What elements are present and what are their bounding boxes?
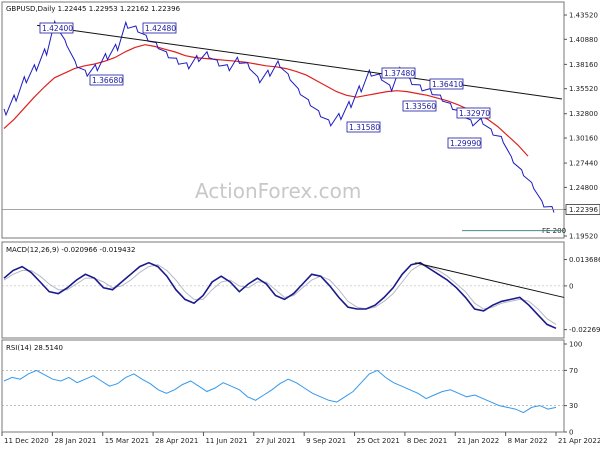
- macd-tick-label: 0: [569, 282, 573, 290]
- price-level-label: 1.36410: [432, 80, 463, 89]
- x-tick-label: 21 Apr 2022: [558, 437, 600, 445]
- x-tick-label: 11 Dec 2020: [4, 437, 49, 445]
- macd-header: MACD(12,26,9) -0.020966 -0.019432: [6, 246, 135, 254]
- price-tick-label: 1.22396: [569, 206, 598, 214]
- x-tick-label: 8 Dec 2021: [407, 437, 447, 445]
- price-tick-label: 1.38160: [569, 61, 598, 69]
- macd-tick-label: -0.022698: [569, 326, 600, 334]
- price-level-label-box: [447, 137, 482, 149]
- x-tick-label: 27 Jul 2021: [256, 437, 296, 445]
- rsi-header: RSI(14) 28.5140: [6, 344, 63, 352]
- x-tick-label: 9 Sep 2021: [306, 437, 346, 445]
- price-level-label-box: [89, 74, 124, 86]
- price-level-label: 1.33560: [405, 102, 436, 111]
- price-tick-label: 1.27440: [569, 160, 598, 168]
- price-tick-label: 1.35520: [569, 85, 598, 93]
- price-tick-label: 1.30160: [569, 135, 598, 143]
- macd-panel: [1, 241, 565, 339]
- resistance-trendline: [37, 24, 563, 100]
- x-tick-label: 11 Jun 2021: [205, 437, 247, 445]
- price-level-label: 1.42400: [42, 24, 73, 33]
- rsi-tick-label: 0: [569, 429, 573, 437]
- x-tick-label: 28 Apr 2021: [155, 437, 198, 445]
- price-level-label-box: [456, 107, 491, 119]
- macd-trendline: [415, 262, 565, 298]
- price-level-label: 1.37480: [384, 69, 415, 78]
- price-level-label-box: [39, 22, 74, 34]
- x-tick-label: 28 Jan 2021: [54, 437, 96, 445]
- macd-tick-label: 0.013686: [569, 256, 600, 264]
- price-tick-label: 1.40880: [569, 36, 598, 44]
- rsi-tick-label: 100: [569, 341, 582, 349]
- price-tick-label: 1.43520: [569, 12, 598, 20]
- x-tick-label: 21 Jan 2022: [457, 437, 499, 445]
- price-level-label: 1.31580: [349, 123, 380, 132]
- watermark: ActionForex.com: [195, 179, 361, 203]
- price-level-label-box: [346, 121, 381, 133]
- price-level-label-box: [142, 22, 177, 34]
- price-level-label-box: [402, 100, 437, 112]
- x-tick-label: 15 Mar 2021: [105, 437, 149, 445]
- rsi-panel: [1, 339, 565, 433]
- rsi-line: [3, 369, 557, 414]
- price-tick-label: 1.32800: [569, 110, 598, 118]
- price-level-label: 1.36680: [92, 76, 123, 85]
- price-header: GBPUSD,Daily 1.22445 1.22953 1.22162 1.2…: [6, 5, 181, 13]
- current-price-box: [565, 204, 600, 215]
- rsi-tick-label: 30: [569, 402, 578, 410]
- price-tick-label: 1.24800: [569, 184, 598, 192]
- price-level-label-box: [381, 67, 416, 79]
- moving-average-line: [3, 44, 529, 157]
- price-level-label-box: [429, 78, 464, 90]
- macd-line: [3, 261, 557, 330]
- price-tick-label: 1.19520: [569, 233, 598, 241]
- x-tick-label: 25 Oct 2021: [357, 437, 400, 445]
- price-level-label: 1.42480: [145, 24, 176, 33]
- price-level-label: 1.29990: [450, 139, 481, 148]
- price-level-label: 1.32970: [459, 109, 490, 118]
- x-tick-label: 8 Mar 2022: [508, 437, 548, 445]
- rsi-tick-label: 70: [569, 367, 578, 375]
